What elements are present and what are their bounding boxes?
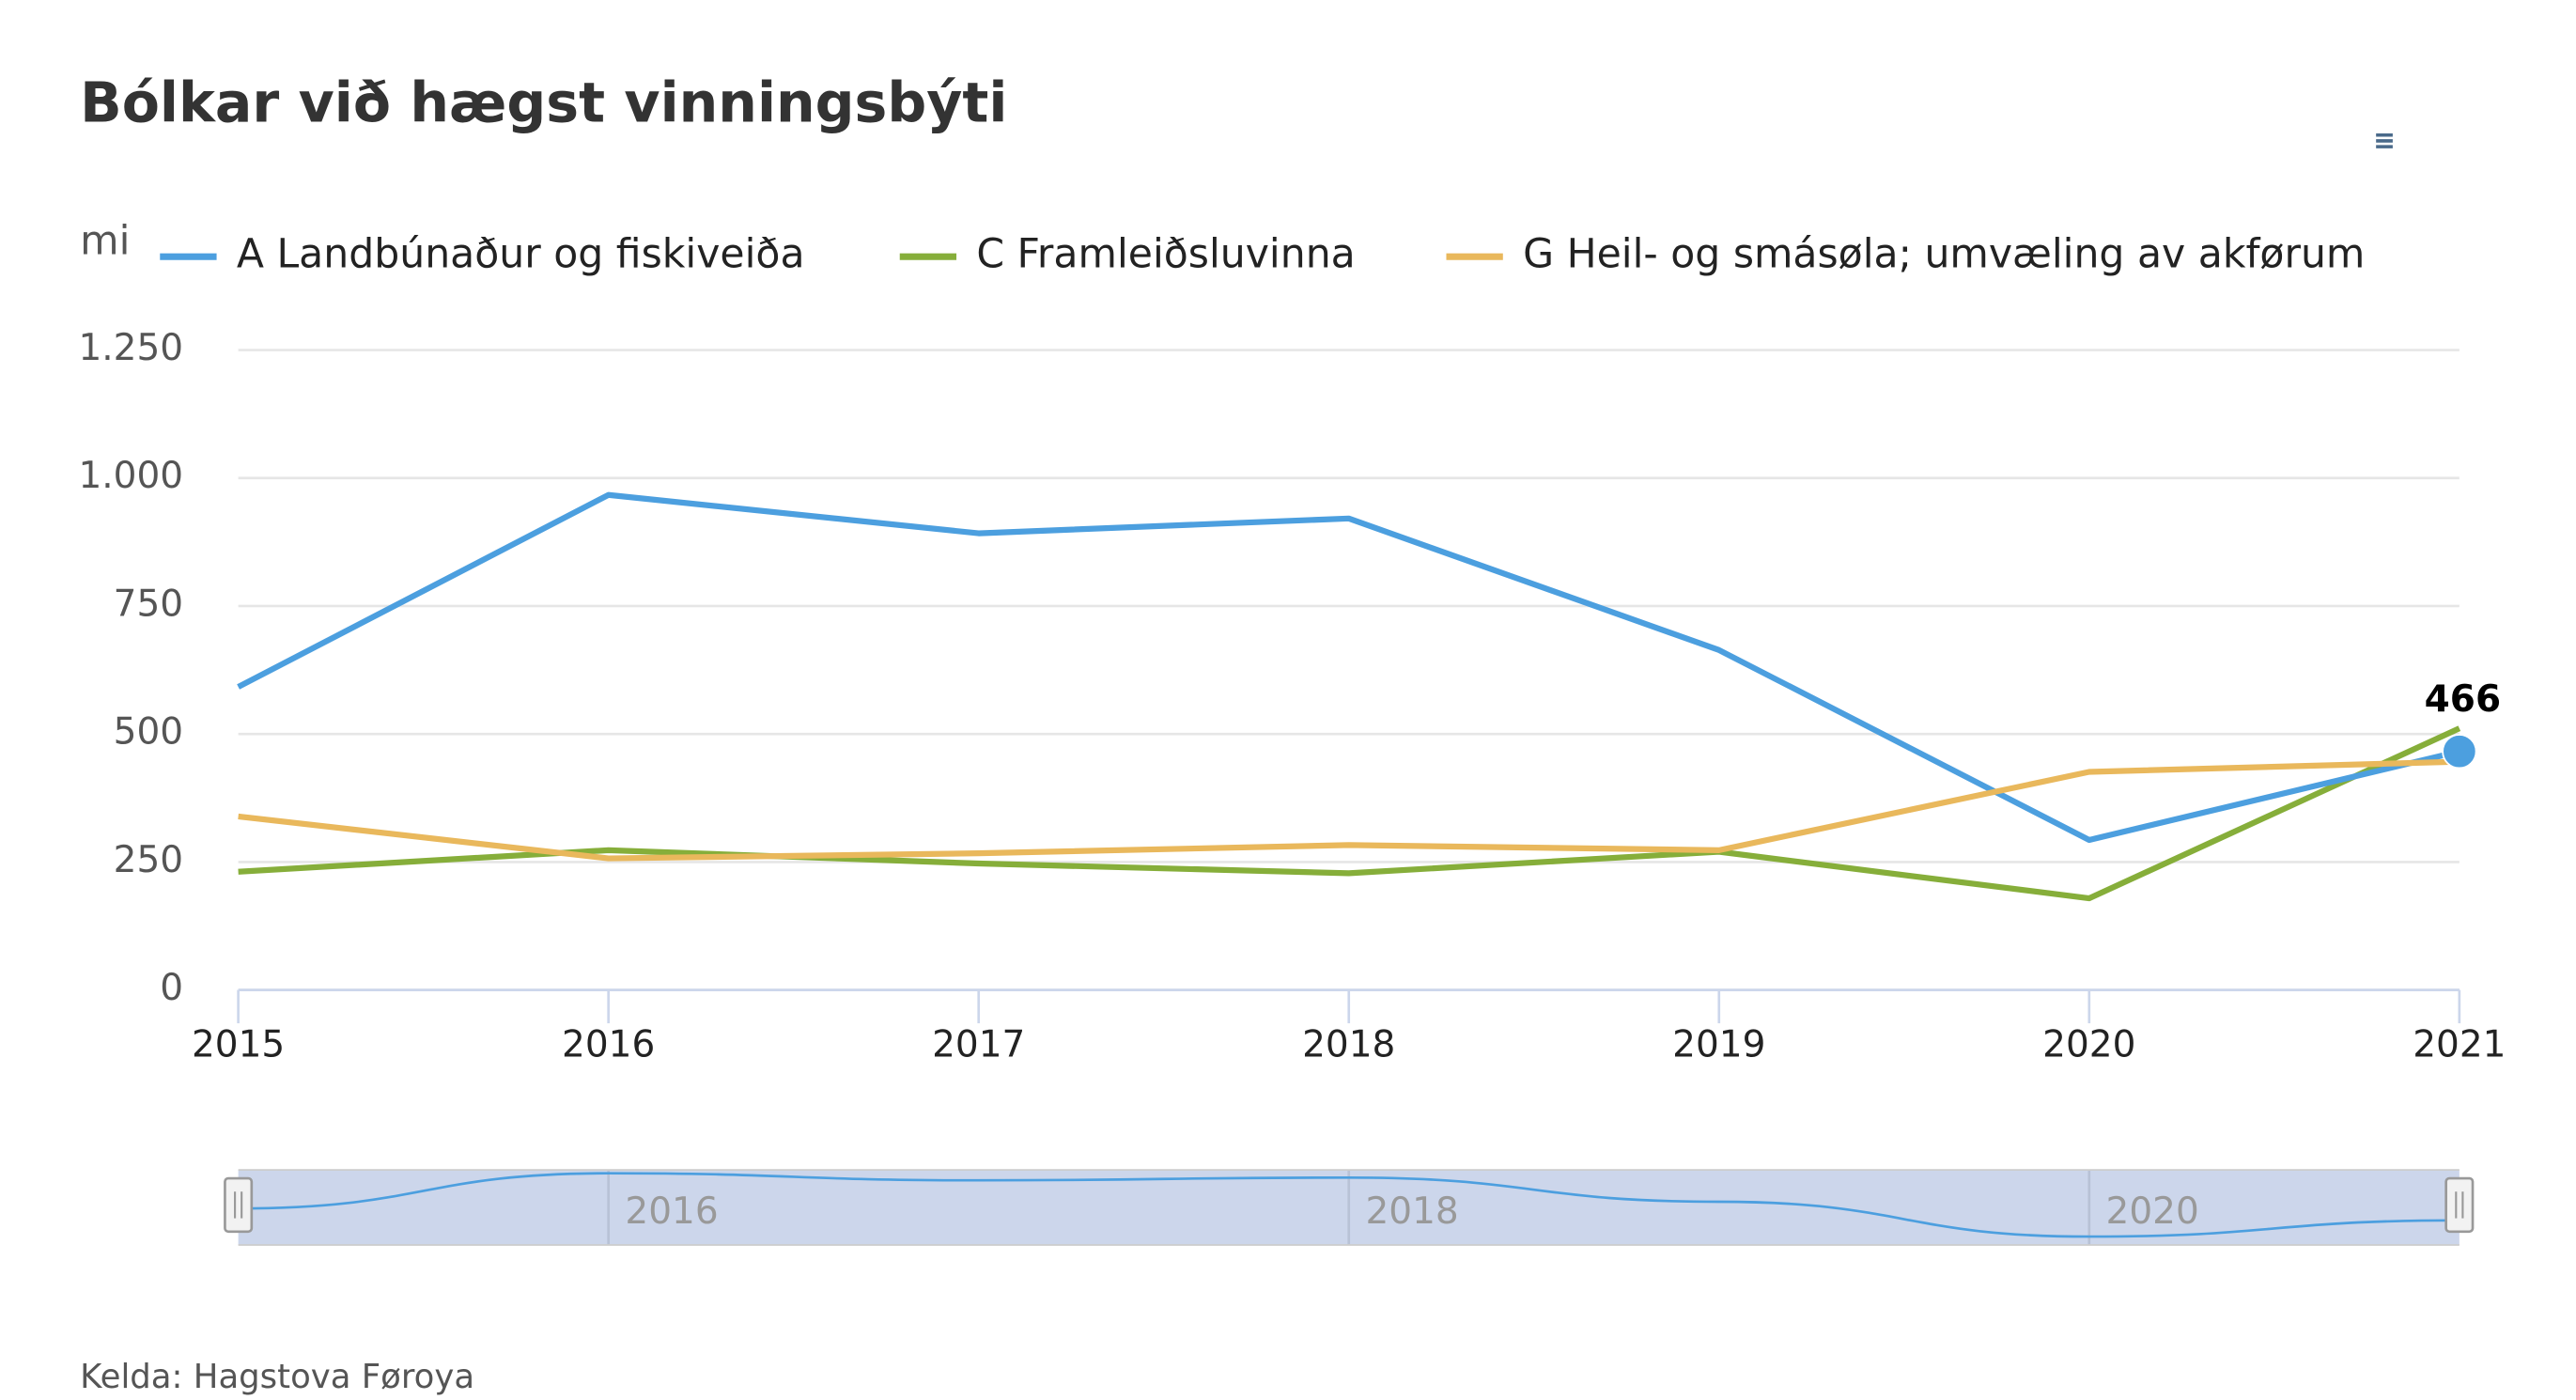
- y-tick-label: 1.000: [78, 455, 183, 497]
- navigator-tick-label: 2020: [2106, 1190, 2199, 1233]
- series-line: [238, 725, 2461, 902]
- y-tick-label: 250: [114, 839, 183, 881]
- x-tick-label: 2016: [562, 1023, 655, 1066]
- navigator-handle[interactable]: [224, 1176, 254, 1234]
- y-tick-label: 750: [114, 583, 183, 625]
- legend-label[interactable]: C Framleiðsluvinna: [976, 231, 1355, 278]
- y-axis-label: mi: [80, 218, 130, 265]
- x-tick-label: 2020: [2042, 1023, 2135, 1066]
- credit: Kelda: Hagstova Føroya: [80, 1358, 474, 1396]
- navigator-tick-label: 2016: [625, 1190, 718, 1233]
- series-line: [237, 491, 2460, 844]
- navigator-handle[interactable]: [2444, 1176, 2475, 1234]
- data-label: 466: [2425, 678, 2501, 721]
- y-tick-label: 0: [160, 967, 183, 1009]
- y-tick-label: 500: [114, 711, 183, 754]
- legend-label[interactable]: A Landbúnaður og fiskiveiða: [237, 231, 805, 278]
- x-tick-label: 2015: [192, 1023, 285, 1066]
- y-tick-label: 1.250: [78, 327, 183, 369]
- chart-title: Bólkar við hægst vinningsbýti: [80, 71, 1007, 135]
- navigator-tick-label: 2018: [1365, 1190, 1458, 1233]
- menu-button[interactable]: [2376, 132, 2393, 148]
- x-tick-label: 2017: [932, 1023, 1025, 1066]
- legend-label[interactable]: G Heil- og smásøla; umvæling av akførum: [1523, 231, 2365, 278]
- series-line: [238, 758, 2460, 862]
- x-tick-label: 2018: [1302, 1023, 1395, 1066]
- hover-marker: [2442, 734, 2477, 770]
- x-tick-label: 2019: [1672, 1023, 1765, 1066]
- navigator-series: [238, 1172, 2460, 1238]
- x-tick-label: 2021: [2413, 1023, 2506, 1066]
